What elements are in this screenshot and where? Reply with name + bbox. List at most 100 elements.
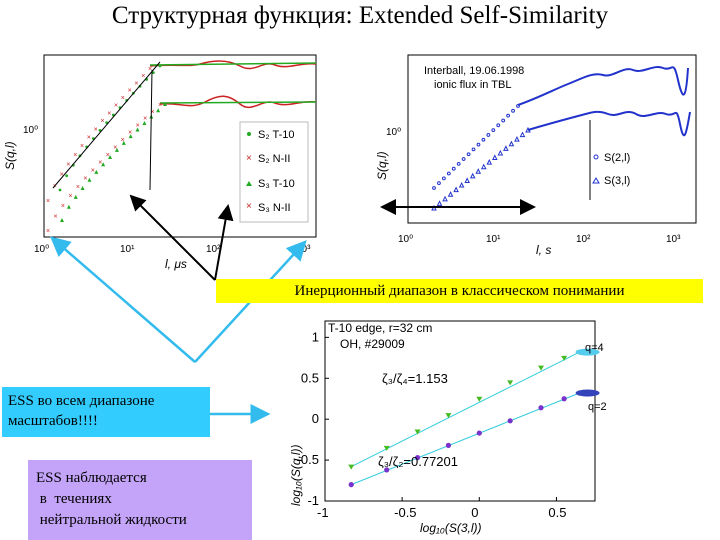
chart-ess-log-log: -1 -0.5 0 0.5 1 0.5 0 -0.5 -1 T-10 edge, r=32 cm… [289, 320, 607, 535]
chart1-range-marker [149, 69, 153, 191]
chart1-point [80, 185, 85, 190]
chart2-point [501, 118, 506, 123]
chart3-point [476, 430, 482, 436]
chart1-fit-line [52, 61, 161, 189]
chart3-xtick-label: -1 [317, 505, 329, 520]
chart2-point [451, 166, 456, 171]
chart3-point [383, 445, 390, 451]
chart1-legend-3: S₃ N-II [258, 202, 291, 214]
legend-circle-icon [593, 154, 599, 160]
chart-structure-function-plasma: ×××××××××××××××××××××××××××××××× S(q,l) … [3, 54, 317, 271]
chart2-point [441, 176, 446, 181]
chart2-point [458, 181, 465, 188]
chart1-point: × [61, 203, 65, 210]
ess-neutral-line: ESS наблюдается [36, 470, 147, 486]
chart2-point [466, 152, 471, 157]
chart3-xtick-label: 0.5 [548, 505, 566, 520]
legend-triangle-icon [246, 181, 252, 186]
chart2-annotation-0: Interball, 19.06.1998 [424, 65, 524, 77]
chart3-fit-label-q2: ζ₃/ζ₂=0.77201 [378, 454, 458, 469]
chart1-point [94, 169, 99, 174]
chart3-end-cluster [575, 348, 600, 356]
legend-circle-icon [247, 132, 251, 136]
legend-x-icon: × [246, 201, 252, 212]
chart1-point: × [80, 143, 84, 150]
ess-full-line: масштабов!!!! [8, 413, 98, 429]
chart2-point [456, 161, 461, 166]
chart1-point: × [87, 135, 91, 142]
chart1-point: × [113, 144, 117, 151]
chart1-xlabel: l, μs [165, 257, 187, 271]
chart1-point: × [91, 167, 95, 174]
chart3-point [414, 429, 421, 435]
chart1-s2-red-curve [159, 95, 317, 109]
chart1-point: × [141, 73, 145, 80]
chart1-point: × [60, 172, 64, 179]
ess-neutral-note: ESS наблюдается в течениях нейтральной ж… [28, 460, 252, 540]
chart1-legend-1: S₂ N-II [258, 153, 290, 165]
chart2-ylabel: S(q,l) [375, 151, 389, 180]
ess-neutral-line: в течениях [36, 491, 112, 507]
chart2-point [476, 142, 481, 147]
arrow-to-chart1-left [129, 194, 216, 281]
chart3-annotation-0: T-10 edge, r=32 cm [328, 321, 432, 335]
chart1-point: × [98, 160, 102, 167]
chart3-xtick-label: 0 [471, 505, 478, 520]
chart1-xtick-2: 10² [206, 244, 221, 255]
chart3-ytick-label: 0 [312, 411, 319, 426]
chart3-series-label-q4: q=4 [585, 342, 604, 354]
chart3-ytick-label: -1 [307, 493, 319, 508]
chart2-ytick: 10⁰ [386, 127, 401, 138]
chart3-ytick-label: 1 [312, 329, 319, 344]
chart3-fit-label-q4: ζ₃/ζ₄=1.153 [382, 371, 448, 386]
chart1-xtick-1: 10¹ [120, 244, 135, 255]
chart2-points [431, 104, 531, 211]
ess-neutral-line: нейтральной жидкости [36, 512, 187, 528]
chart1-point [135, 127, 140, 132]
chart1-point: × [107, 110, 111, 117]
chart1-point: × [121, 95, 125, 102]
chart1-point: × [114, 103, 118, 110]
chart2-point [453, 186, 459, 193]
chart1-s3-red-curve [149, 60, 317, 70]
chart3-series-label-q2: q=2 [588, 401, 607, 413]
chart3-fit-line [351, 351, 580, 468]
chart2-point [446, 171, 451, 176]
chart1-point [73, 194, 78, 199]
chart2-xtick-0: 10⁰ [398, 234, 413, 245]
chart1-point [60, 218, 64, 222]
chart1-point [128, 134, 133, 139]
chart2-point [503, 145, 509, 151]
chart2-point [469, 172, 476, 179]
chart1-point: × [136, 123, 140, 130]
chart2-point [437, 181, 441, 186]
chart3-point [538, 365, 544, 371]
chart1-frame [43, 54, 317, 238]
chart2-point [464, 177, 470, 183]
chart2-point [471, 147, 476, 152]
chart2-point [442, 195, 448, 202]
chart1-point: × [128, 130, 132, 137]
chart2-annotation-1: ionic flux in TBL [434, 79, 511, 91]
chart1-point [114, 147, 119, 152]
chart1-point: × [143, 116, 147, 123]
chart2-point [475, 168, 482, 174]
chart3-point [507, 418, 513, 424]
legend-x-icon: × [246, 153, 252, 164]
chart2-point [486, 133, 491, 137]
chart1-point [151, 71, 155, 75]
chart3-point [561, 355, 568, 361]
chart-interball-ionic-flux: Interball, 19.06.1998 ionic flux in TBL … [375, 54, 697, 257]
chart3-xlabel: log₁₀(S(3,l)) [420, 521, 482, 535]
chart1-point [58, 188, 62, 192]
chart1-point: × [106, 152, 110, 159]
cyan-arrow-left [50, 236, 196, 363]
chart1-legend [239, 121, 309, 223]
arrow-to-chart1-right [214, 204, 234, 281]
chart3-point [538, 405, 544, 411]
chart2-legend-1: S(3,l) [604, 175, 630, 187]
chart1-point: × [134, 80, 138, 87]
ess-full-range-note: ESS во всем диапазоне масштабов!!!! [2, 387, 210, 437]
chart2-point [480, 163, 487, 170]
chart3-frame: -1 -0.5 0 0.5 1 0.5 0 -0.5 -1 [297, 320, 596, 520]
